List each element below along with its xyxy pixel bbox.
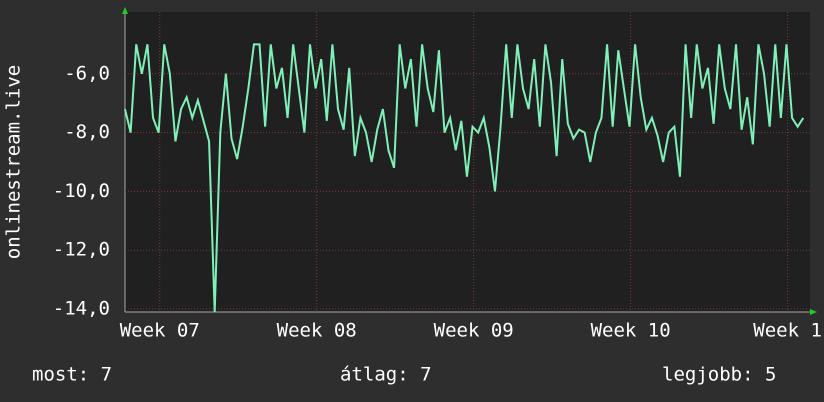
y-axis-label: onlinestream.live — [3, 65, 25, 259]
x-arrow — [810, 309, 817, 315]
y-tick-label: -12,0 — [53, 239, 110, 261]
x-tick-label: Week 08 — [277, 320, 357, 342]
x-tick-label: Week 07 — [120, 320, 200, 342]
stat-max: legjobb: 5 — [662, 364, 776, 386]
stat-current: most: 7 — [32, 364, 112, 386]
plot-area — [125, 12, 810, 312]
stat-average: átlag: 7 — [340, 364, 432, 386]
y-tick-label: -6,0 — [64, 62, 110, 84]
data-line — [124, 43, 805, 313]
y-tick-label: -14,0 — [53, 298, 110, 320]
x-tick-label: Week 1 — [753, 320, 822, 342]
x-tick-label: Week 10 — [591, 320, 671, 342]
x-tick-label: Week 09 — [434, 320, 514, 342]
y-arrow — [122, 7, 128, 14]
y-tick-label: -8,0 — [64, 121, 110, 143]
y-tick-label: -10,0 — [53, 180, 110, 202]
